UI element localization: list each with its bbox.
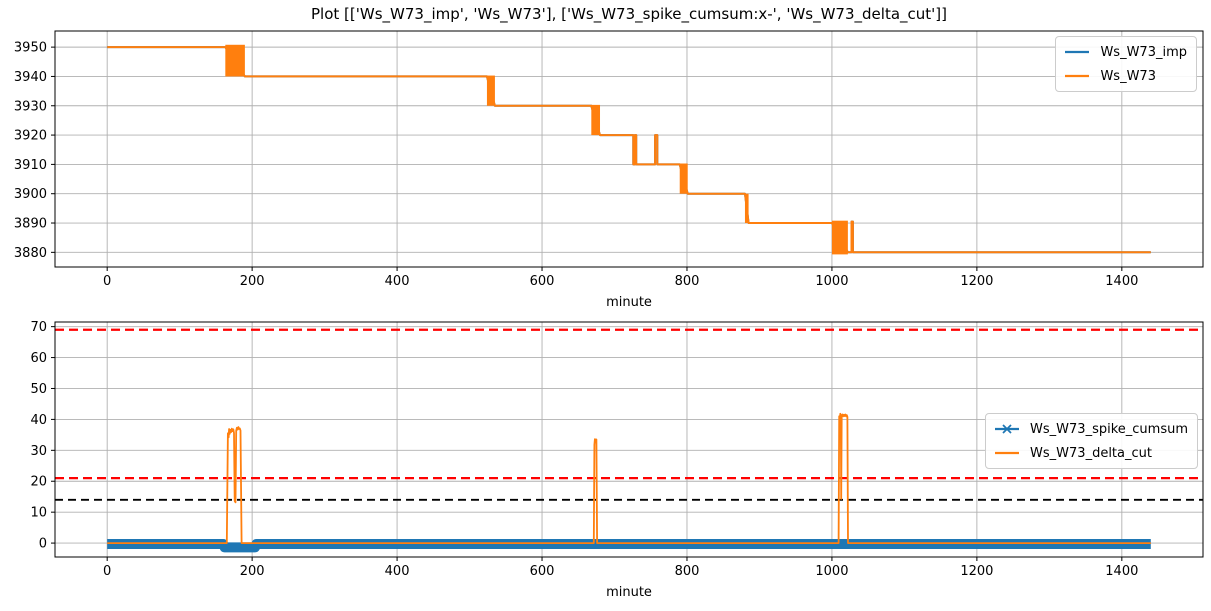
x-tick-label: 1400: [1105, 274, 1138, 289]
legend-entry-ws-w73-spike-cumsum: Ws_W73_spike_cumsum: [993, 417, 1188, 441]
x-tick-label: 1200: [960, 564, 993, 579]
legend-label: Ws_W73: [1100, 68, 1156, 84]
y-tick-label: 3910: [14, 158, 47, 173]
legend-top: Ws_W73_imp Ws_W73: [1055, 36, 1197, 92]
series-Ws_W73: [107, 46, 1151, 254]
top-xaxis-label: minute: [606, 295, 652, 310]
x-tick-label: 1400: [1105, 564, 1138, 579]
x-tick-label: 1000: [815, 274, 848, 289]
x-tick-label: 1200: [960, 274, 993, 289]
x-tick-label: 800: [675, 274, 700, 289]
series-Ws_W73_imp: [107, 46, 1151, 254]
oscillation-block-Ws_W73: [831, 220, 848, 255]
legend-label: Ws_W73_imp: [1100, 44, 1187, 60]
x-tick-label: 0: [103, 274, 111, 289]
y-tick-label: 30: [30, 444, 47, 459]
x-tick-label: 0: [103, 564, 111, 579]
legend-entry-ws-w73: Ws_W73: [1063, 64, 1187, 88]
y-tick-label: 40: [30, 413, 47, 428]
axes-spines: [54, 30, 1204, 268]
x-tick-label: 400: [385, 564, 410, 579]
x-tick-label: 600: [530, 274, 555, 289]
line-x-marker-sample-icon: [995, 424, 1020, 434]
legend-entry-ws-w73-imp: Ws_W73_imp: [1063, 40, 1187, 64]
y-tick-label: 60: [30, 351, 47, 366]
y-tick-label: 70: [30, 320, 47, 335]
legend-entry-ws-w73-delta-cut: Ws_W73_delta_cut: [993, 441, 1188, 465]
y-tick-label: 3950: [14, 41, 47, 56]
oscillation-block-Ws_W73: [591, 104, 601, 136]
y-tick-label: 20: [30, 475, 47, 490]
axes-spines: [54, 321, 1204, 558]
oscillation-block-Ws_W73: [225, 44, 245, 77]
y-tick-label: 50: [30, 382, 47, 397]
line-sample-icon: [1065, 50, 1090, 54]
y-tick-label: 3900: [14, 187, 47, 202]
bottom-xaxis-label: minute: [606, 585, 652, 600]
legend-label: Ws_W73_spike_cumsum: [1030, 421, 1188, 437]
x-tick-label: 800: [675, 564, 700, 579]
x-tick-label: 400: [385, 274, 410, 289]
y-tick-label: 3930: [14, 99, 47, 114]
y-tick-label: 3920: [14, 129, 47, 144]
oscillation-block-Ws_W73: [679, 163, 688, 194]
y-tick-label: 3880: [14, 246, 47, 261]
oscillation-block-Ws_W73: [744, 193, 749, 224]
y-tick-label: 3890: [14, 217, 47, 232]
series-Ws_W73_delta_cut: [107, 412, 1151, 544]
legend-label: Ws_W73_delta_cut: [1030, 445, 1152, 461]
y-tick-label: 10: [30, 506, 47, 521]
series-Ws_W73_spike_cumsum: [107, 539, 1151, 553]
x-tick-label: 200: [240, 564, 265, 579]
x-tick-label: 1000: [815, 564, 848, 579]
legend-bottom: Ws_W73_spike_cumsum Ws_W73_delta_cut: [985, 413, 1198, 469]
plot-title: Plot [['Ws_W73_imp', 'Ws_W73'], ['Ws_W73…: [311, 5, 947, 23]
series-group: [107, 412, 1151, 553]
x-tick-label: 600: [530, 564, 555, 579]
line-sample-icon: [995, 451, 1020, 455]
x-tick-label: 200: [240, 274, 265, 289]
series-group: [107, 44, 1151, 255]
y-tick-label: 0: [39, 537, 47, 552]
line-sample-icon: [1065, 74, 1090, 78]
oscillation-block-Ws_W73: [486, 75, 495, 106]
y-tick-label: 3940: [14, 70, 47, 85]
